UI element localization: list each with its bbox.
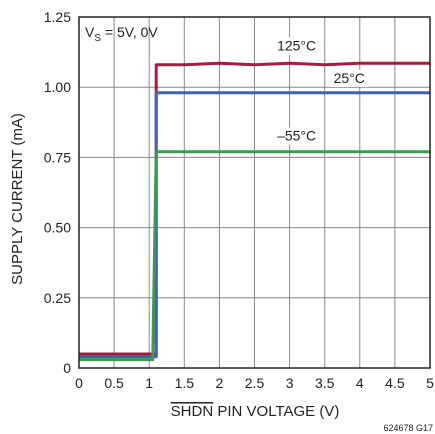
series-label-bg — [330, 69, 369, 87]
y-tick-label: 1.00 — [44, 79, 71, 95]
y-tick-label: 0.75 — [44, 149, 71, 165]
y-tick-label: 0 — [63, 360, 71, 376]
x-tick-label: 2 — [216, 375, 224, 391]
grid — [78, 16, 431, 369]
x-tick-label: 4.5 — [385, 375, 405, 391]
x-tick-label: 5 — [426, 375, 434, 391]
x-tick-label: 3.5 — [315, 375, 335, 391]
series-label: –55°C — [277, 128, 316, 144]
series-line-2 — [79, 150, 430, 362]
x-tick-label: 1 — [145, 375, 153, 391]
series-label-bg — [273, 37, 320, 55]
x-tick-label: 0 — [75, 375, 83, 391]
x-tick-label: 4 — [356, 375, 364, 391]
figure-id: 624678 G17 — [383, 423, 433, 433]
condition-label: VS = 5V, 0V — [85, 24, 158, 44]
series-label: 125°C — [277, 38, 316, 54]
series-label: 25°C — [334, 70, 365, 86]
plot-frame — [78, 16, 431, 369]
series-label-bg — [273, 127, 320, 145]
x-tick-label: 3 — [286, 375, 294, 391]
x-tick-label: 0.5 — [104, 375, 124, 391]
x-axis-title: SHDN PIN VOLTAGE (V) — [171, 403, 340, 420]
x-tick-label: 2.5 — [245, 375, 265, 391]
y-tick-label: 0.50 — [44, 220, 71, 236]
series-labels: 125°C 25°C –55°C — [273, 37, 369, 145]
series-lines — [79, 61, 430, 362]
y-tick-label: 0.25 — [44, 290, 71, 306]
y-tick-labels: 0 0.25 0.50 0.75 1.00 1.25 — [44, 9, 71, 376]
x-tick-label: 1.5 — [175, 375, 195, 391]
x-tick-labels: 0 0.5 1 1.5 2 2.5 3 3.5 4 4.5 5 — [75, 375, 434, 391]
y-axis-title: SUPPLY CURRENT (mA) — [9, 113, 26, 285]
y-tick-label: 1.25 — [44, 9, 71, 25]
